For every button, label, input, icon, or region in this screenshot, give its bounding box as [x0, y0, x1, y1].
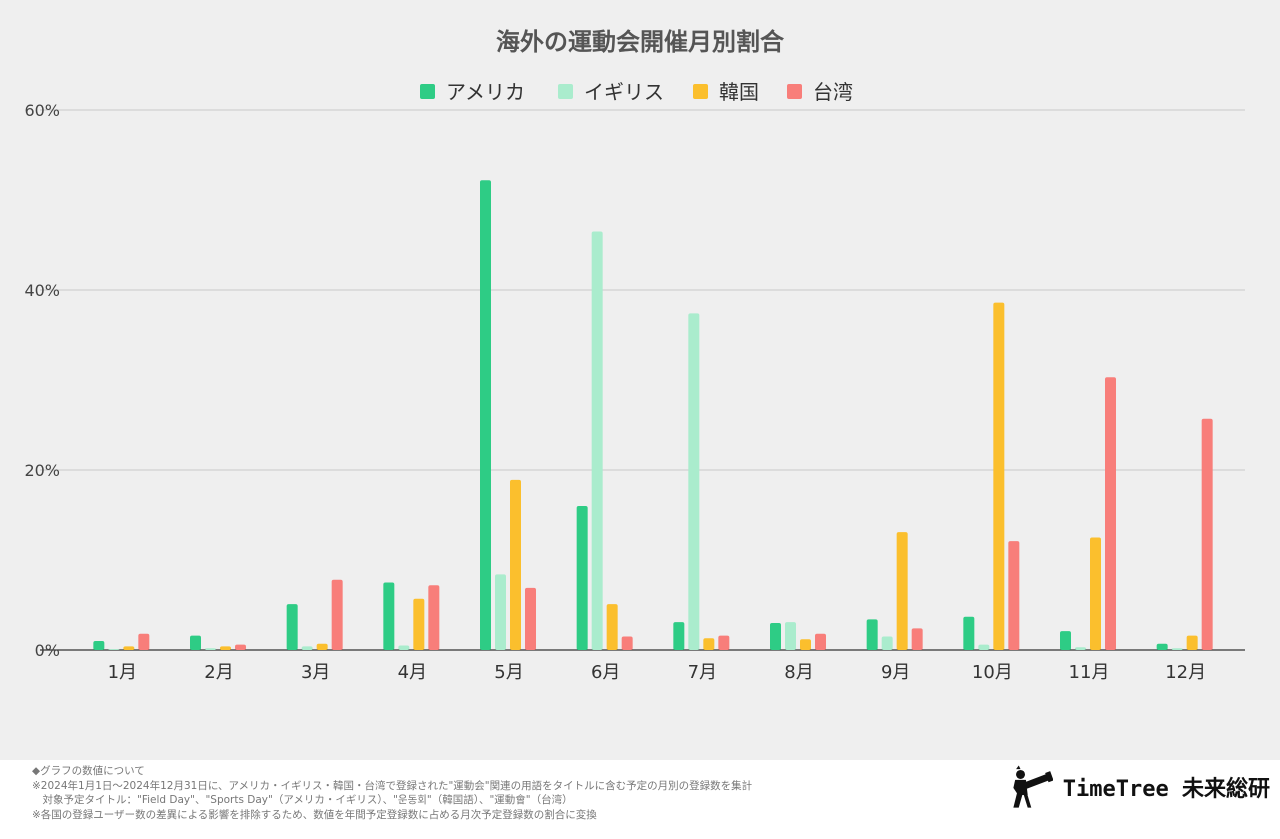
bar-アメリカ-5月 [480, 180, 491, 650]
x-tick-label: 5月 [494, 662, 523, 683]
x-tick-label: 9月 [881, 662, 910, 683]
bar-イギリス-4月 [398, 645, 410, 650]
legend-label: 台湾 [813, 80, 853, 104]
bar-イギリス-11月 [1075, 647, 1086, 650]
chart-legend: アメリカ イギリス 韓国 台湾 [420, 80, 853, 104]
x-tick-label: 4月 [398, 662, 427, 683]
bar-韓国-6月 [606, 604, 618, 650]
bar-韓国-11月 [1090, 537, 1101, 650]
bar-台湾-2月 [235, 644, 246, 650]
legend-swatch [420, 84, 435, 99]
bar-アメリカ-6月 [576, 506, 588, 650]
brand-name: TimeTree 未来総研 [1062, 777, 1270, 802]
chart-title: 海外の運動会開催月別割合 [496, 28, 785, 56]
chart-notes: ◆グラフの数値について ※2024年1月1日〜2024年12月31日に、アメリカ… [32, 764, 932, 822]
x-tick-label: 6月 [591, 662, 620, 683]
bar-韓国-7月 [703, 638, 715, 650]
bar-アメリカ-4月 [383, 582, 395, 650]
x-tick-label: 2月 [204, 662, 233, 683]
bar-アメリカ-3月 [286, 604, 298, 650]
bar-台湾-1月 [138, 633, 150, 650]
bar-アメリカ-2月 [190, 635, 201, 650]
legend-swatch [693, 84, 708, 99]
x-tick-label: 3月 [301, 662, 330, 683]
bar-台湾-12月 [1201, 418, 1213, 650]
bar-台湾-6月 [621, 636, 633, 650]
y-axis: 0% 20% 40% 60% [24, 101, 60, 660]
bar-台湾-7月 [718, 635, 730, 650]
bar-台湾-4月 [428, 585, 440, 650]
bar-韓国-4月 [413, 598, 425, 650]
chart-bars [93, 180, 1213, 650]
bar-イギリス-5月 [495, 574, 506, 650]
note-line: 対象予定タイトル："Field Day"、"Sports Day"（アメリカ・イ… [32, 794, 573, 806]
chart-grid [40, 109, 1245, 651]
legend-label: 韓国 [719, 80, 759, 104]
legend-label: イギリス [584, 80, 664, 104]
y-tick-label: 40% [24, 281, 60, 300]
bar-台湾-3月 [331, 579, 343, 650]
bar-chart: 海外の運動会開催月別割合 アメリカ イギリス 韓国 台湾 0% 20% 40% 60% 1月… [24, 28, 1245, 683]
legend-label: アメリカ [446, 80, 525, 104]
bar-イギリス-1月 [108, 649, 120, 650]
y-tick-label: 20% [24, 461, 60, 480]
y-tick-label: 60% [24, 101, 60, 120]
bar-イギリス-2月 [205, 648, 216, 650]
bar-台湾-8月 [815, 633, 826, 650]
x-axis: 1月 2月 3月 4月 5月 6月 7月 8月 9月 10月 11月 12月 [108, 662, 1207, 683]
bar-韓国-8月 [800, 639, 811, 650]
legend-swatch [558, 84, 573, 99]
y-tick-label: 0% [35, 641, 60, 660]
bar-韓国-9月 [896, 532, 908, 650]
bar-韓国-3月 [316, 643, 328, 650]
x-tick-label: 12月 [1165, 662, 1206, 683]
bar-台湾-5月 [525, 587, 536, 650]
bar-アメリカ-1月 [93, 641, 105, 650]
bar-アメリカ-12月 [1156, 643, 1168, 650]
x-tick-label: 1月 [108, 662, 137, 683]
bar-アメリカ-7月 [673, 622, 685, 650]
note-line: ※各国の登録ユーザー数の差異による影響を排除するため、数値を年間予定登録数に占め… [32, 808, 597, 821]
bar-イギリス-7月 [688, 313, 700, 650]
bar-台湾-9月 [911, 628, 923, 650]
note-line: ※2024年1月1日〜2024年12月31日に、アメリカ・イギリス・韓国・台湾で… [32, 779, 753, 792]
x-tick-label: 11月 [1069, 662, 1110, 683]
bar-アメリカ-11月 [1060, 631, 1071, 650]
legend-swatch [787, 84, 802, 99]
bar-韓国-5月 [510, 479, 521, 650]
bar-韓国-10月 [993, 302, 1005, 650]
x-tick-label: 10月 [972, 662, 1013, 683]
bar-台湾-10月 [1008, 541, 1020, 650]
bar-韓国-1月 [123, 646, 135, 650]
bar-イギリス-8月 [785, 622, 796, 650]
bar-イギリス-6月 [591, 231, 603, 650]
note-line: ◆グラフの数値について [32, 765, 145, 777]
x-tick-label: 7月 [688, 662, 717, 683]
bar-イギリス-9月 [881, 636, 893, 650]
bar-台湾-11月 [1105, 377, 1116, 650]
bar-韓国-12月 [1186, 635, 1198, 650]
bar-アメリカ-8月 [770, 623, 781, 650]
telescope-person-icon [1013, 765, 1053, 808]
bar-イギリス-12月 [1171, 648, 1183, 650]
bar-アメリカ-9月 [866, 619, 878, 650]
bar-韓国-2月 [220, 646, 231, 650]
brand-logo: TimeTree 未来総研 [1008, 762, 1270, 812]
bar-イギリス-10月 [978, 644, 990, 650]
bar-イギリス-3月 [301, 646, 313, 650]
bar-アメリカ-10月 [963, 616, 975, 650]
x-tick-label: 8月 [784, 662, 813, 683]
